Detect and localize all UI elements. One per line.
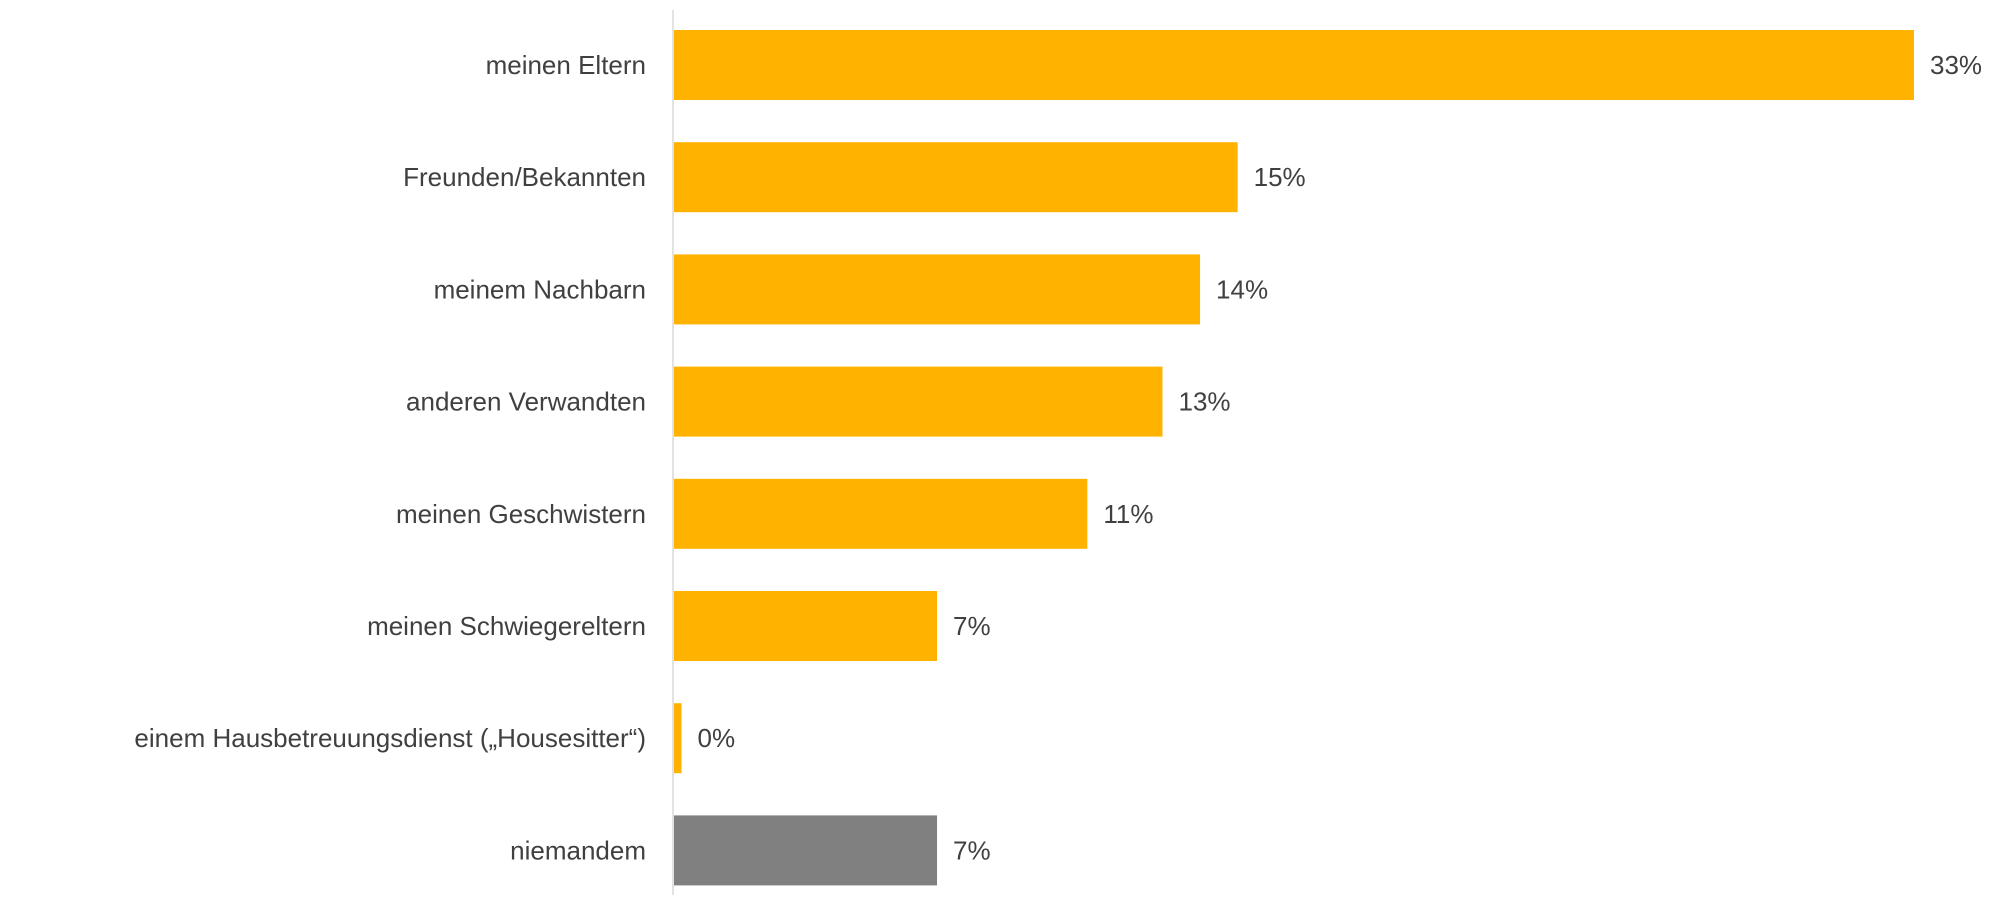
value-labels-group: 33% 15% 14% 13% 11% 7% 0% 7% <box>698 50 1983 865</box>
category-label-einem-hausbetreuungsdienst-housesitter: einem Hausbetreuungsdienst („Housesitter… <box>134 723 646 753</box>
category-label-freunden-bekannten: Freunden/Bekannten <box>403 162 646 192</box>
category-label-anderen-verwandten: anderen Verwandten <box>406 387 646 417</box>
bar-freunden-bekannten <box>674 142 1238 213</box>
bar-meinen-schwiegereltern <box>674 591 938 661</box>
bar-niemandem <box>674 815 938 886</box>
bar-einem-hausbetreuungsdienst-housesitter <box>674 703 682 774</box>
bar-anderen-verwandten <box>674 366 1163 437</box>
category-labels-group: meinen Eltern Freunden/Bekannten meinem Na… <box>134 50 646 865</box>
bar-meinen-geschwistern <box>674 478 1088 549</box>
category-label-meinen-geschwistern: meinen Geschwistern <box>396 499 646 529</box>
value-label-freunden-bekannten: 15% <box>1254 162 1306 192</box>
value-label-niemandem: 7% <box>953 835 991 865</box>
value-label-meinen-eltern: 33% <box>1930 50 1982 80</box>
value-label-anderen-verwandten: 13% <box>1178 387 1230 417</box>
category-label-meinen-eltern: meinen Eltern <box>486 50 646 80</box>
category-label-meinem-nachbarn: meinem Nachbarn <box>434 274 646 304</box>
value-label-meinem-nachbarn: 14% <box>1216 274 1268 304</box>
category-label-niemandem: niemandem <box>510 835 646 865</box>
bar-meinen-eltern <box>674 30 1914 100</box>
category-label-meinen-schwiegereltern: meinen Schwiegereltern <box>367 611 646 641</box>
value-label-meinen-geschwistern: 11% <box>1103 499 1153 529</box>
value-label-meinen-schwiegereltern: 7% <box>953 611 991 641</box>
bar-meinem-nachbarn <box>674 254 1201 325</box>
value-label-einem-hausbetreuungsdienst-housesitter: 0% <box>698 723 736 753</box>
bars-group <box>674 30 1914 886</box>
